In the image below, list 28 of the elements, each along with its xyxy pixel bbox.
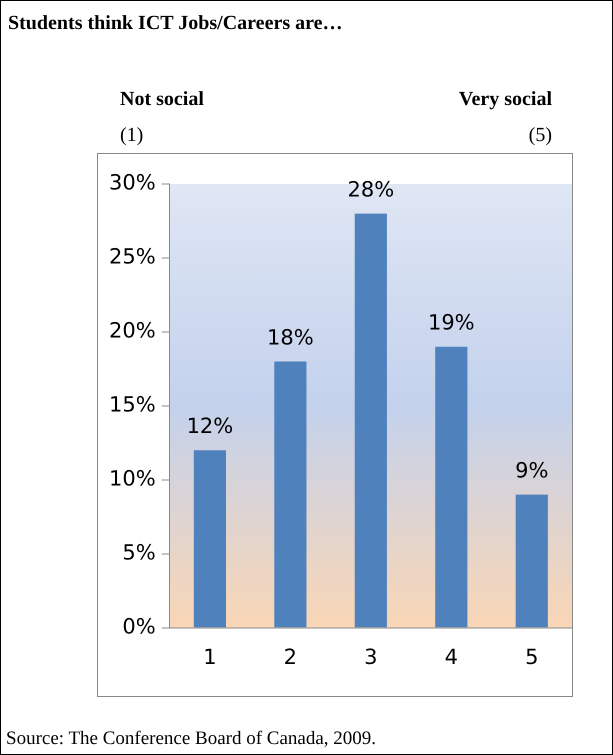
x-tick-label: 5 bbox=[525, 644, 538, 669]
x-tick-label: 4 bbox=[444, 644, 458, 669]
y-tick-label: 0% bbox=[122, 614, 156, 638]
y-tick-label: 5% bbox=[122, 540, 156, 564]
y-tick-label: 25% bbox=[108, 244, 156, 268]
text: (5) bbox=[528, 124, 552, 147]
text: Very social bbox=[458, 88, 552, 111]
bar bbox=[435, 346, 468, 628]
data-label: 12% bbox=[186, 414, 234, 438]
data-label: 9% bbox=[515, 458, 548, 483]
source-note: Source: The Conference Board of Canada, 2009. bbox=[6, 728, 376, 750]
x-tick-label: 3 bbox=[364, 644, 378, 669]
bar bbox=[516, 494, 548, 628]
data-label: 28% bbox=[347, 178, 394, 202]
y-tick-label: 20% bbox=[108, 318, 156, 342]
y-tick-label: 15% bbox=[108, 392, 156, 416]
chart-title: Students think ICT Jobs/Careers are… bbox=[8, 12, 342, 35]
bar bbox=[194, 450, 226, 628]
y-tick-label: 30% bbox=[108, 170, 156, 194]
x-tick-label: 2 bbox=[284, 644, 298, 669]
data-label: 19% bbox=[428, 310, 475, 335]
text: Not social bbox=[120, 88, 204, 111]
text: (1) bbox=[120, 124, 144, 147]
bar bbox=[274, 362, 306, 628]
data-label: 18% bbox=[267, 325, 314, 350]
x-tick-label: 1 bbox=[203, 644, 217, 669]
y-tick-label: 10% bbox=[108, 466, 156, 490]
bar bbox=[354, 214, 387, 628]
